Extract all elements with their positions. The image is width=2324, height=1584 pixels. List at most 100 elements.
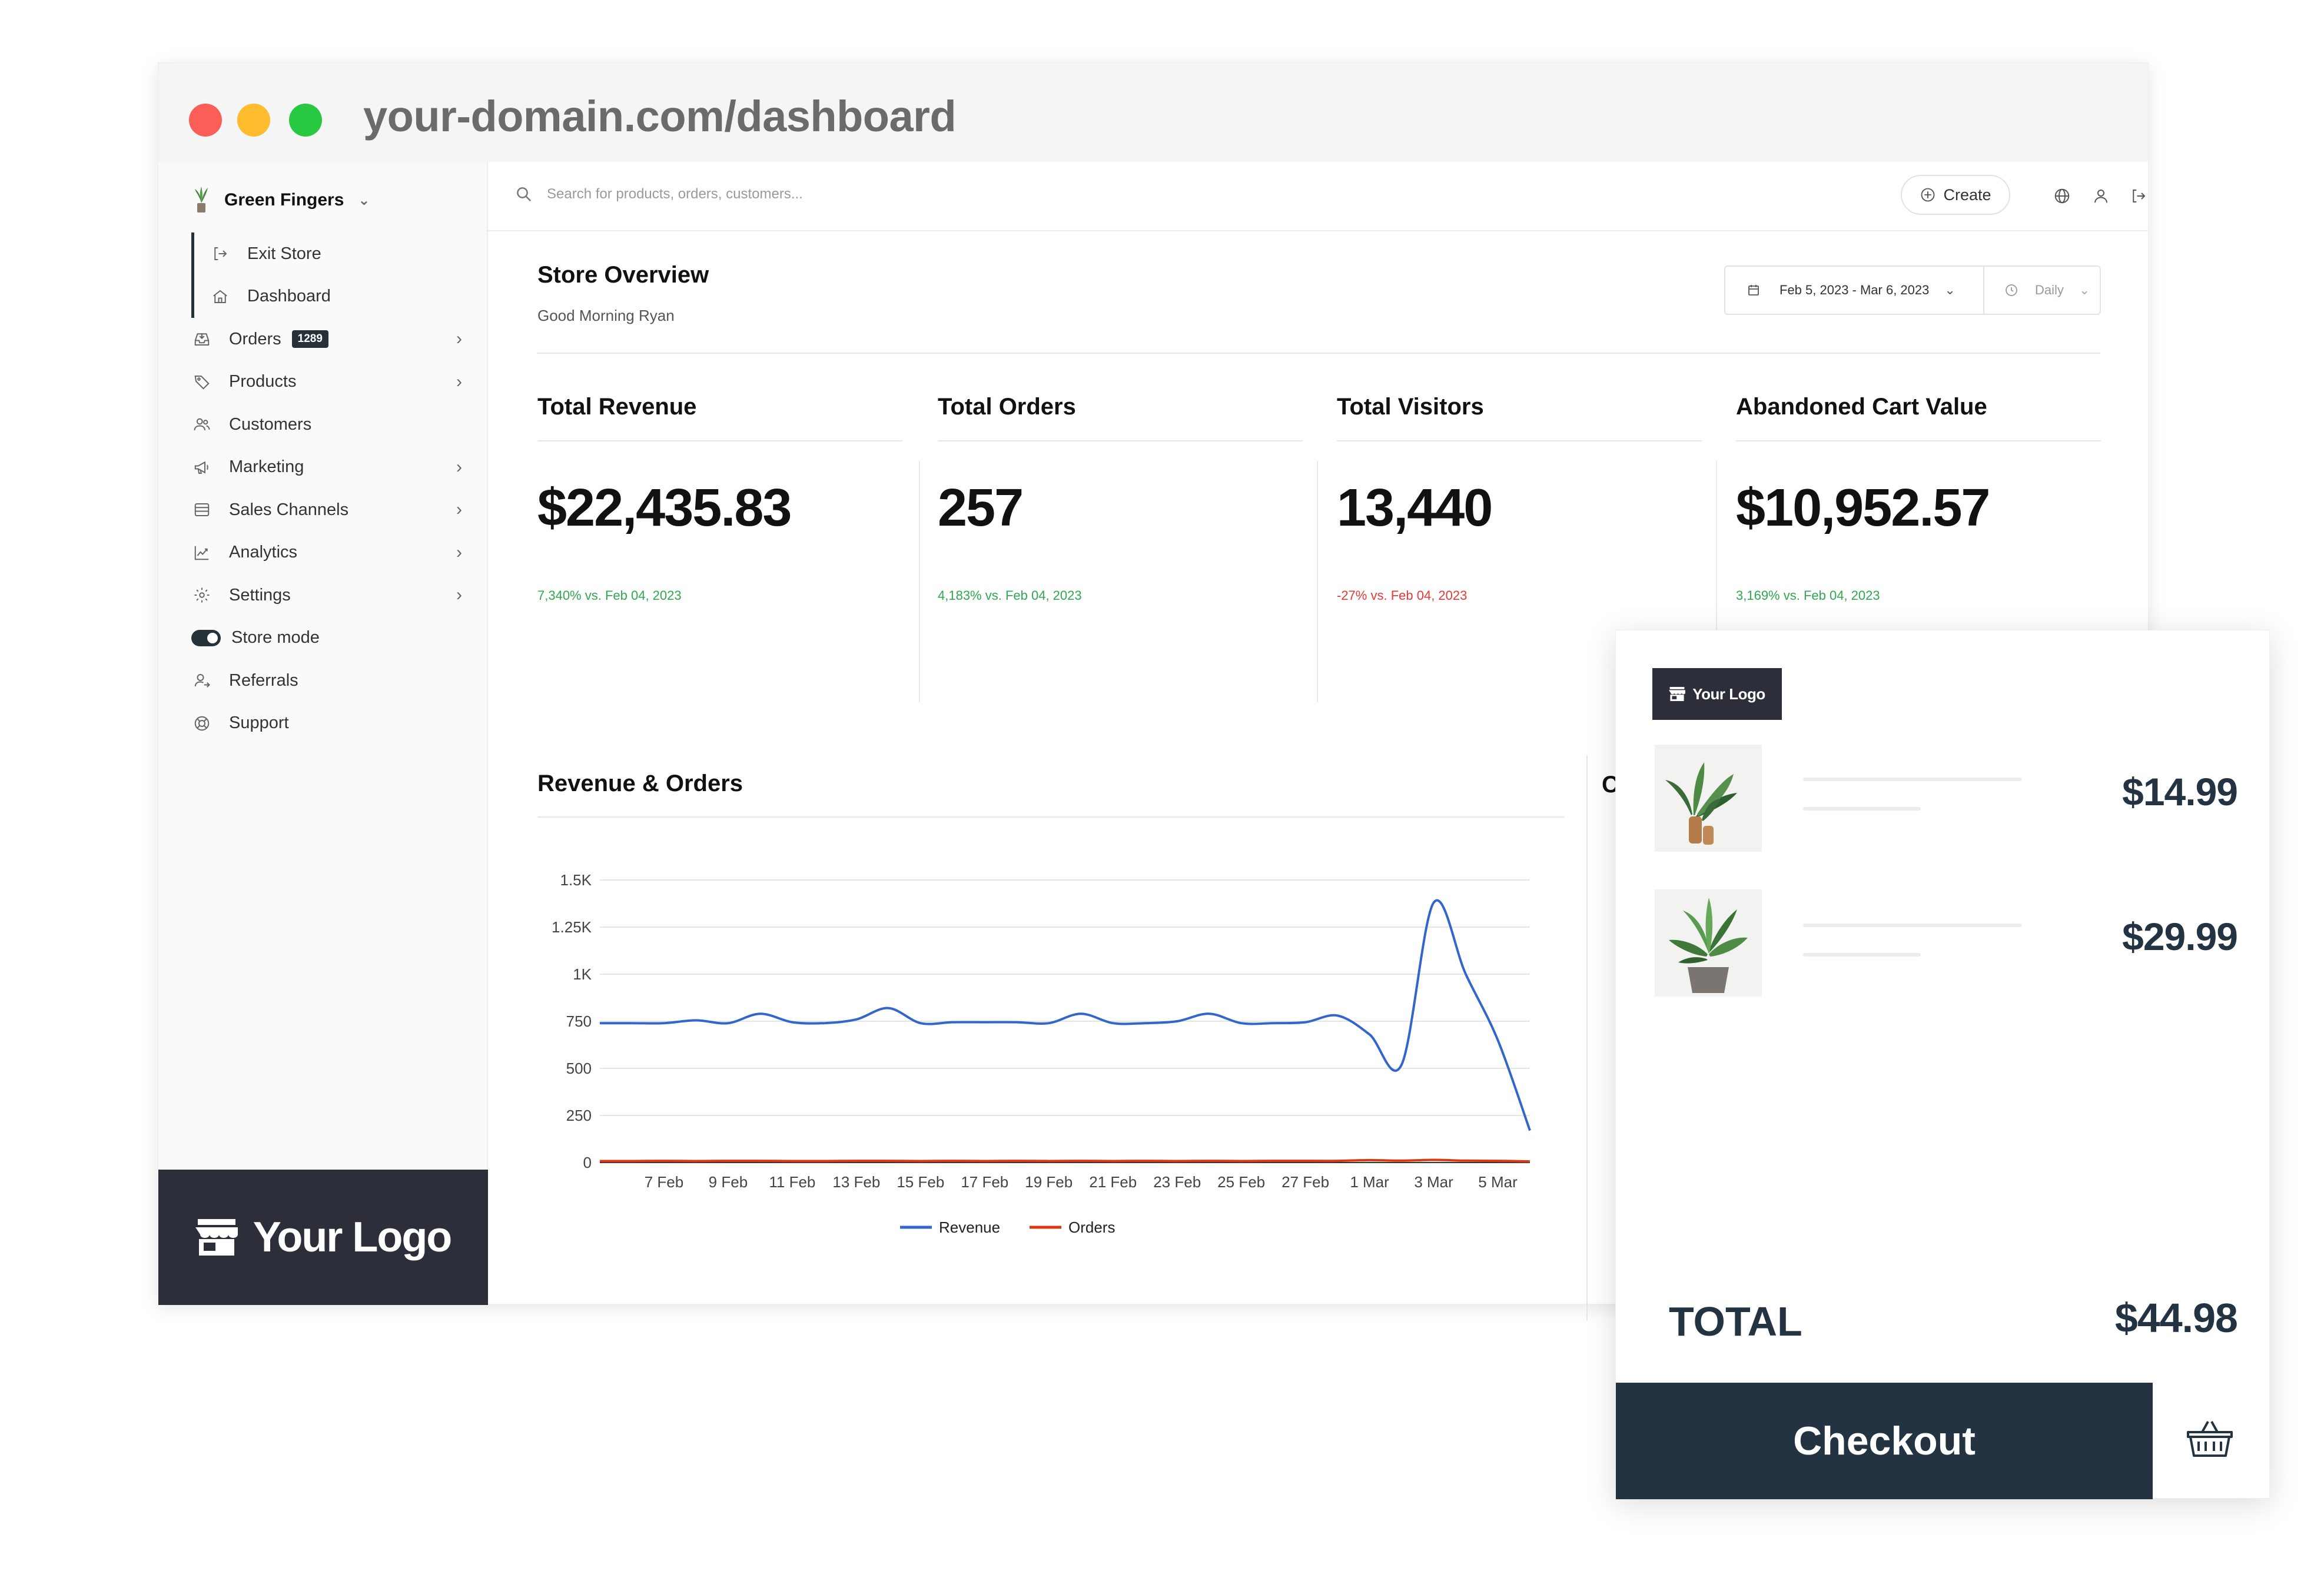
sidebar-item-referrals[interactable]: Referrals	[191, 659, 462, 702]
date-range-picker[interactable]: Feb 5, 2023 - Mar 6, 2023 ⌄ Daily ⌄	[1724, 265, 2101, 315]
user-icon[interactable]	[2090, 185, 2111, 207]
product-price: $29.99	[2122, 915, 2238, 958]
logout-icon[interactable]	[2128, 185, 2149, 207]
series-line-revenue	[600, 899, 1531, 1131]
sidebar-item-label: Marketing	[229, 457, 304, 477]
stat-divider-vertical	[919, 461, 920, 702]
store-mode-toggle[interactable]	[191, 629, 221, 646]
sidebar-item-label: Orders	[229, 329, 281, 348]
sidebar-item-sales-channels[interactable]: Sales Channels ›	[191, 489, 462, 532]
series-line-orders	[599, 1158, 1530, 1163]
store-switcher[interactable]: Green Fingers ⌄	[191, 185, 370, 215]
sidebar-item-customers[interactable]: Customers	[191, 403, 462, 446]
sidebar-item-label: Referrals	[229, 670, 298, 690]
stat-card-abandoned-cart: Abandoned Cart Value $10,952.57 3,169% v…	[1736, 394, 2101, 635]
stat-divider	[537, 440, 902, 441]
stat-card-total-orders: Total Orders 257 4,183% vs. Feb 04, 2023	[938, 394, 1303, 635]
product-line-placeholder	[1803, 778, 2022, 781]
sidebar-item-label: Support	[229, 713, 289, 733]
sidebar-item-support[interactable]: Support	[191, 702, 462, 745]
chevron-right-icon: ›	[456, 585, 462, 605]
x-tick-label: 1 Mar	[1350, 1173, 1389, 1191]
legend-label: Orders	[1068, 1218, 1115, 1236]
url-bar[interactable]: your-domain.com/dashboard	[363, 92, 957, 141]
inbox-icon	[191, 328, 213, 350]
sidebar-item-analytics[interactable]: Analytics ›	[191, 532, 462, 575]
chevron-down-icon: ⌄	[2079, 283, 2090, 297]
orders-count-badge: 1289	[291, 330, 328, 348]
stat-label: Total Visitors	[1337, 394, 1484, 420]
y-tick-label: 500	[566, 1060, 592, 1077]
stat-divider-vertical	[1716, 461, 1717, 702]
sidebar-item-products[interactable]: Products ›	[191, 361, 462, 404]
sidebar-item-label: Settings	[229, 585, 291, 605]
sidebar-item-marketing[interactable]: Marketing ›	[191, 446, 462, 489]
basket-icon[interactable]	[2186, 1419, 2234, 1458]
product-line-placeholder	[1803, 953, 1921, 957]
x-tick-label: 9 Feb	[709, 1173, 748, 1191]
y-tick-label: 0	[583, 1154, 592, 1171]
sidebar-item-store-mode[interactable]: Store mode	[191, 617, 462, 660]
sidebar-item-label: Customers	[229, 414, 312, 434]
chevron-down-icon: ⌄	[358, 192, 370, 208]
product-line-placeholder	[1803, 807, 1921, 811]
sidebar-item-orders[interactable]: Orders 1289 ›	[191, 318, 462, 361]
x-tick-label: 15 Feb	[897, 1173, 944, 1191]
search-bar[interactable]: Search for products, orders, customers..…	[515, 185, 803, 203]
maximize-window-button[interactable]	[289, 104, 322, 137]
stat-value: $22,435.83	[537, 479, 792, 537]
total-label: TOTAL	[1669, 1299, 1802, 1344]
globe-icon[interactable]	[2051, 185, 2073, 207]
stat-value: $10,952.57	[1736, 479, 1990, 537]
total-value: $44.98	[2114, 1295, 2238, 1341]
create-button[interactable]: Create	[1901, 175, 2010, 215]
calendar-icon	[1748, 285, 1759, 295]
y-tick-label: 750	[566, 1012, 592, 1030]
sidebar-item-label: Dashboard	[247, 287, 331, 306]
stat-card-total-visitors: Total Visitors 13,440 -27% vs. Feb 04, 2…	[1337, 394, 1702, 635]
main-content: Search for products, orders, customers..…	[488, 162, 2149, 1320]
product-image	[1655, 889, 1762, 997]
product-line-placeholder	[1803, 924, 2022, 927]
browser-titlebar: your-domain.com/dashboard	[158, 63, 2148, 162]
x-tick-label: 7 Feb	[645, 1173, 684, 1191]
interval-select[interactable]: Daily ⌄	[1984, 283, 2090, 298]
sidebar-item-dashboard[interactable]: Dashboard	[191, 275, 462, 318]
chevron-right-icon: ›	[456, 329, 462, 349]
y-tick-label: 250	[566, 1107, 592, 1124]
sidebar: Green Fingers ⌄ Exit Store Dashboard	[158, 162, 488, 1305]
minimize-window-button[interactable]	[237, 104, 270, 137]
checkout-brand-logo: Your Logo	[1652, 668, 1782, 720]
chevron-right-icon: ›	[456, 457, 462, 477]
x-tick-label: 27 Feb	[1281, 1173, 1329, 1191]
stat-label: Total Revenue	[537, 394, 697, 420]
store-name: Green Fingers	[224, 190, 344, 210]
sidebar-item-label: Sales Channels	[229, 500, 349, 519]
stat-delta: -27% vs. Feb 04, 2023	[1337, 588, 1468, 603]
users-icon	[191, 414, 213, 435]
brand-logo: Your Logo	[158, 1170, 488, 1305]
stat-value: 13,440	[1337, 479, 1493, 537]
stat-delta: 4,183% vs. Feb 04, 2023	[938, 588, 1082, 603]
product-image	[1655, 745, 1762, 852]
x-tick-label: 23 Feb	[1153, 1173, 1201, 1191]
date-range-select[interactable]: Feb 5, 2023 - Mar 6, 2023 ⌄	[1725, 267, 1984, 314]
home-icon	[210, 286, 231, 307]
storefront-icon	[195, 1219, 238, 1256]
referral-icon	[191, 670, 213, 691]
sidebar-item-settings[interactable]: Settings ›	[191, 574, 462, 617]
close-window-button[interactable]	[189, 104, 222, 137]
gear-icon	[191, 585, 213, 606]
stat-divider	[938, 440, 1303, 441]
stat-label: Total Orders	[938, 394, 1076, 420]
plant-icon	[195, 187, 208, 212]
chevron-right-icon: ›	[456, 371, 462, 391]
sidebar-nav: Exit Store Dashboard Orders 1289 ›	[191, 233, 462, 745]
stat-value: 257	[938, 479, 1024, 537]
product-price: $14.99	[2122, 770, 2238, 813]
checkout-button[interactable]: Checkout	[1616, 1383, 2153, 1499]
page-title: Store Overview	[537, 262, 709, 288]
x-tick-label: 5 Mar	[1478, 1173, 1518, 1191]
checkout-logo-text: Your Logo	[1692, 685, 1765, 703]
sidebar-item-exit-store[interactable]: Exit Store	[191, 233, 462, 275]
